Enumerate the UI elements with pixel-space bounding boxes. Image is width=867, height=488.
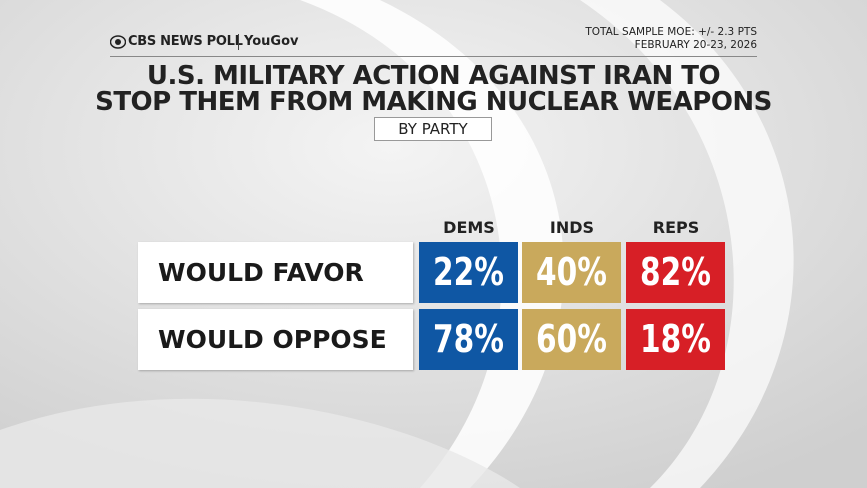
moe: TOTAL SAMPLE MOE: +/- 2.3 PTS	[585, 26, 757, 38]
header-rule	[110, 56, 757, 57]
separator	[238, 34, 239, 50]
title-line: STOP THEM FROM MAKING NUCLEAR WEAPONS	[95, 87, 772, 117]
cell-value: 40%	[536, 250, 607, 294]
cell: 60%	[522, 309, 621, 370]
cell: 40%	[522, 242, 621, 303]
subtitle: BY PARTY	[374, 117, 492, 141]
column-header: DEMS	[443, 218, 495, 237]
cell: 22%	[419, 242, 518, 303]
cell-value: 60%	[536, 317, 607, 361]
row-label: WOULD OPPOSE	[138, 309, 413, 370]
cbs-eye-logo	[110, 35, 126, 49]
cell: 82%	[626, 242, 725, 303]
dates: FEBRUARY 20-23, 2026	[634, 39, 757, 51]
cell-value: 22%	[433, 250, 504, 294]
cell-value: 78%	[433, 317, 504, 361]
column-header: REPS	[652, 218, 700, 237]
row-label: WOULD FAVOR	[138, 242, 413, 303]
column-header: INDS	[549, 218, 595, 237]
cell: 18%	[626, 309, 725, 370]
cell-value: 18%	[640, 317, 711, 361]
cell: 78%	[419, 309, 518, 370]
brand: CBS NEWS POLL	[128, 34, 243, 49]
partner: YouGov	[244, 34, 299, 49]
title-line: U.S. MILITARY ACTION AGAINST IRAN TO	[146, 61, 721, 91]
cell-value: 82%	[640, 250, 711, 294]
